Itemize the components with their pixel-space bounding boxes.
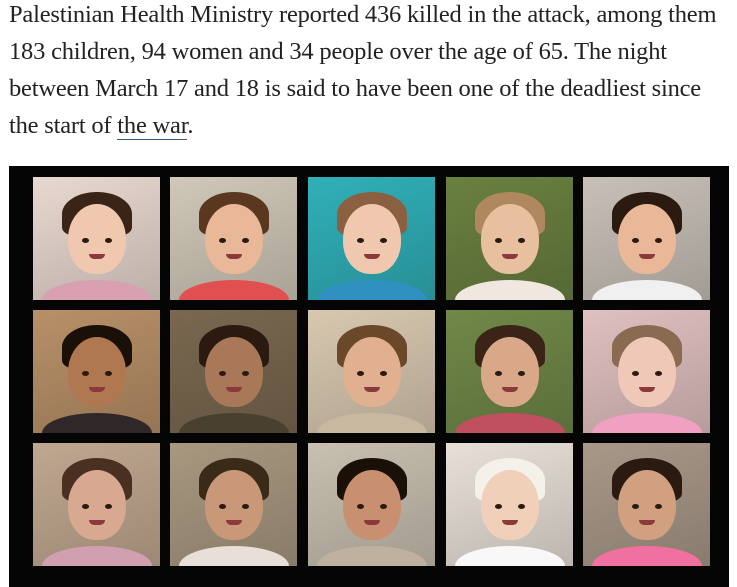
child-portrait [33,310,160,433]
child-portrait [308,443,435,566]
article-paragraph: Palestinian Health Ministry reported 436… [9,0,734,144]
child-portrait [446,443,573,566]
the-war-link[interactable]: the war [117,112,188,140]
child-portrait [308,177,435,300]
children-photo-collage [9,166,729,587]
child-portrait [33,177,160,300]
child-portrait [170,177,297,300]
child-portrait [170,310,297,433]
child-portrait [446,310,573,433]
child-portrait [308,310,435,433]
child-portrait [33,443,160,566]
child-portrait [583,177,710,300]
child-portrait [583,443,710,566]
child-portrait [446,177,573,300]
child-portrait [170,443,297,566]
paragraph-text: Palestinian Health Ministry reported 436… [9,1,717,139]
paragraph-end: . [187,112,194,139]
child-portrait [583,310,710,433]
